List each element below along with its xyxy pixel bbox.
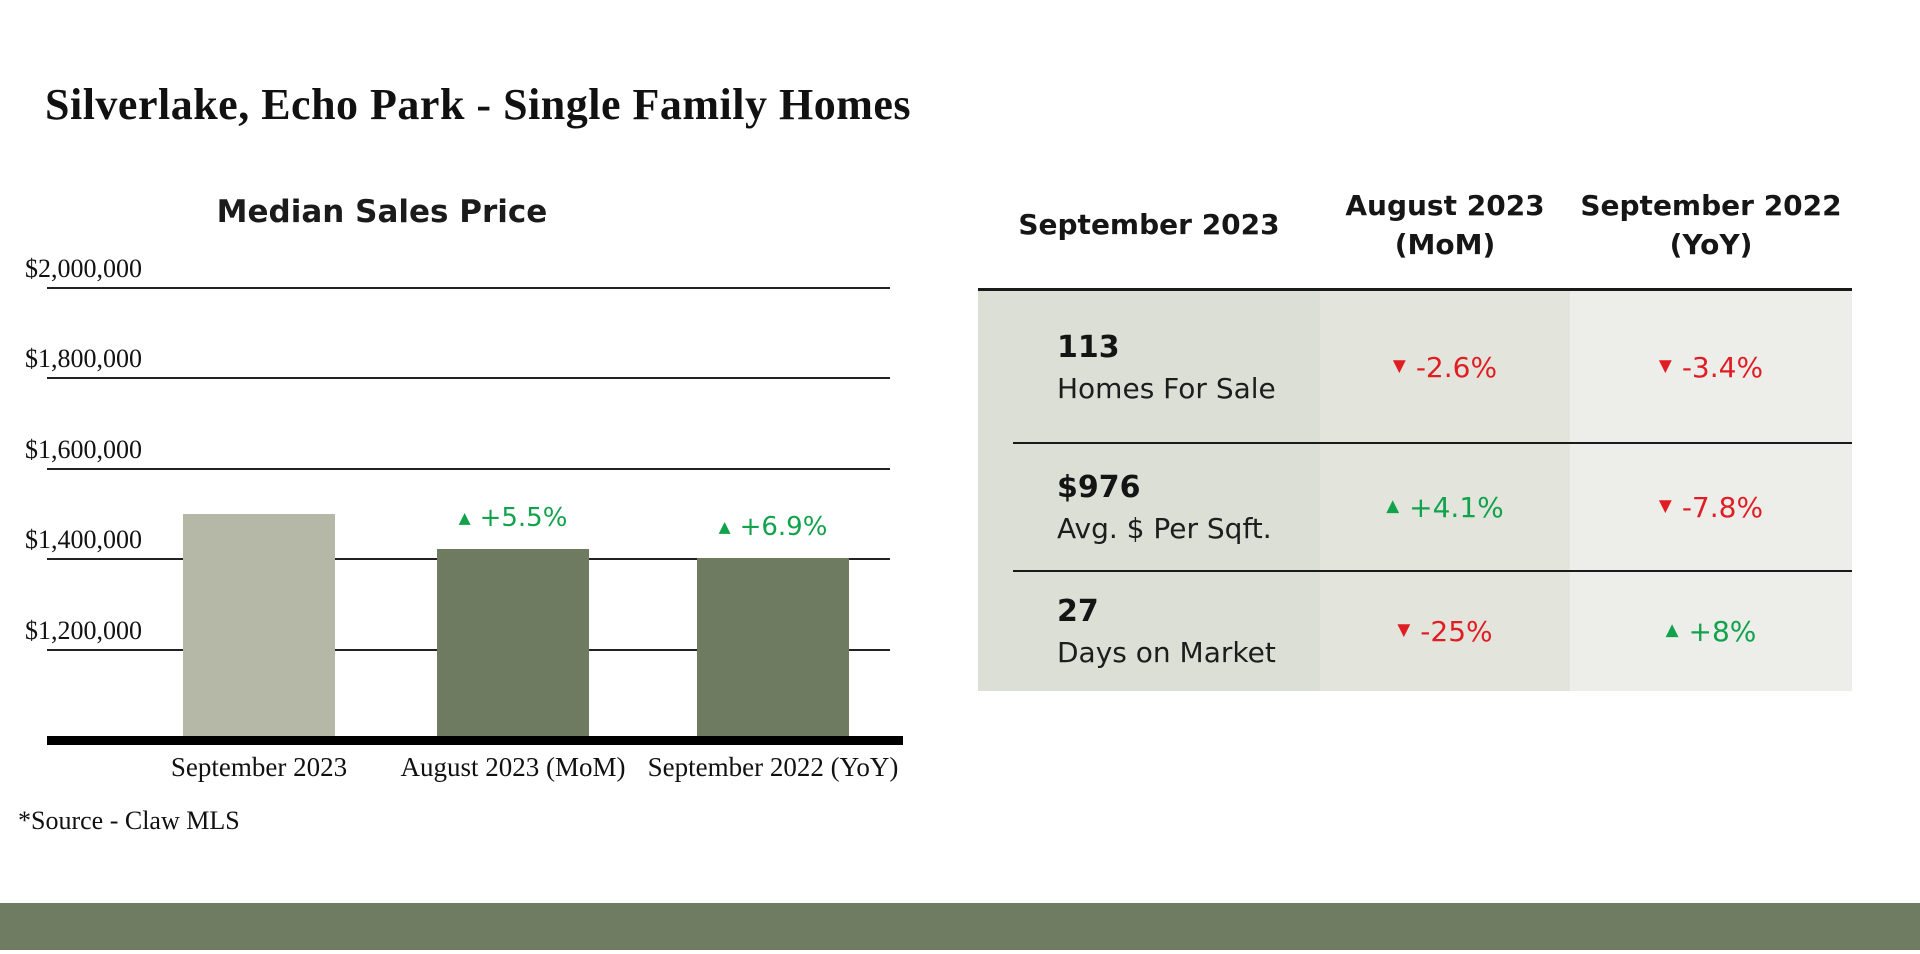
metric-value: 27 — [1057, 593, 1099, 629]
down-triangle-icon: ▼ — [1397, 619, 1411, 639]
price-bar — [437, 549, 589, 744]
change-value: -2.6% — [1415, 350, 1498, 384]
mom-change-cell: ▼ -25% — [1320, 571, 1570, 691]
down-triangle-icon: ▼ — [1392, 355, 1406, 375]
change-value: +8% — [1688, 614, 1757, 648]
up-triangle-icon: ▲ — [458, 509, 471, 528]
table-header-row: September 2023 August 2023 (MoM) Septemb… — [978, 165, 1852, 285]
table-col3-strip — [1570, 291, 1852, 691]
y-gridline — [47, 467, 890, 470]
x-axis-category-label: August 2023 (MoM) — [400, 752, 626, 782]
y-gridline — [47, 377, 890, 380]
up-triangle-icon: ▲ — [1386, 495, 1400, 515]
up-triangle-icon: ▲ — [718, 517, 731, 536]
metrics-table: September 2023 August 2023 (MoM) Septemb… — [978, 165, 1852, 691]
column-header-line: (YoY) — [1669, 228, 1753, 261]
y-axis-tick-label: $2,000,000 — [25, 254, 142, 283]
metric-label: Avg. $ Per Sqft. — [1057, 511, 1272, 545]
table-col2-strip — [1320, 291, 1570, 691]
metric-cell: 113 Homes For Sale — [978, 291, 1320, 443]
down-triangle-icon: ▼ — [1658, 355, 1672, 375]
yoy-change-cell: ▼ -3.4% — [1570, 291, 1852, 443]
x-axis-category-label: September 2022 (YoY) — [647, 752, 899, 782]
column-header-line: August 2023 — [1345, 188, 1545, 222]
column-header-line: September 2022 — [1580, 188, 1842, 222]
metric-label: Days on Market — [1057, 635, 1276, 669]
change-annotation: ▲ +5.5% — [459, 503, 568, 533]
change-value: -7.8% — [1681, 490, 1764, 524]
row-separator — [1013, 442, 1852, 444]
y-axis-tick-label: $1,200,000 — [25, 615, 142, 645]
change-annotation: ▲ +6.9% — [719, 512, 828, 542]
y-axis-tick-label: $1,600,000 — [25, 434, 142, 464]
source-note: *Source - Claw MLS — [18, 806, 240, 835]
chart-title: Median Sales Price — [216, 194, 548, 230]
column-header-line: September 2023 — [1018, 208, 1280, 242]
table-row: $976 Avg. $ Per Sqft. ▲ +4.1% ▼ -7.8% — [978, 443, 1852, 571]
row-separator — [1013, 570, 1852, 572]
metric-value: $976 — [1057, 469, 1141, 505]
metric-cell: $976 Avg. $ Per Sqft. — [978, 443, 1320, 571]
annotation-value: +5.5% — [479, 503, 568, 534]
table-row: 113 Homes For Sale ▼ -2.6% ▼ -3.4% — [978, 291, 1852, 443]
metric-label: Homes For Sale — [1057, 371, 1276, 405]
up-triangle-icon: ▲ — [1665, 619, 1679, 639]
mom-change-cell: ▲ +4.1% — [1320, 443, 1570, 571]
mom-change-cell: ▼ -2.6% — [1320, 291, 1570, 443]
change-value: -3.4% — [1681, 350, 1764, 384]
footer-bar — [0, 903, 1920, 950]
y-gridline — [47, 287, 890, 289]
price-bar — [183, 514, 335, 744]
page-title: Silverlake, Echo Park - Single Family Ho… — [45, 80, 912, 130]
column-header-current: September 2023 — [978, 165, 1320, 285]
column-header-mom: August 2023 (MoM) — [1320, 165, 1570, 285]
table-top-border — [978, 288, 1852, 291]
price-bar — [697, 557, 849, 744]
change-value: -25% — [1420, 614, 1493, 648]
table-row: 27 Days on Market ▼ -25% ▲ +8% — [978, 571, 1852, 691]
column-header-yoy: September 2022 (YoY) — [1570, 165, 1852, 285]
y-axis-tick-label: $1,400,000 — [25, 525, 142, 555]
annotation-value: +6.9% — [739, 511, 828, 542]
down-triangle-icon: ▼ — [1658, 495, 1672, 515]
y-axis-tick-label: $1,800,000 — [25, 344, 142, 374]
x-axis-line — [47, 736, 903, 745]
yoy-change-cell: ▼ -7.8% — [1570, 443, 1852, 571]
metric-cell: 27 Days on Market — [978, 571, 1320, 691]
table-col1-strip — [978, 291, 1320, 691]
yoy-change-cell: ▲ +8% — [1570, 571, 1852, 691]
change-value: +4.1% — [1409, 490, 1504, 524]
column-header-line: (MoM) — [1394, 228, 1496, 261]
x-axis-category-label: September 2023 — [170, 752, 348, 782]
metric-value: 113 — [1057, 329, 1120, 365]
